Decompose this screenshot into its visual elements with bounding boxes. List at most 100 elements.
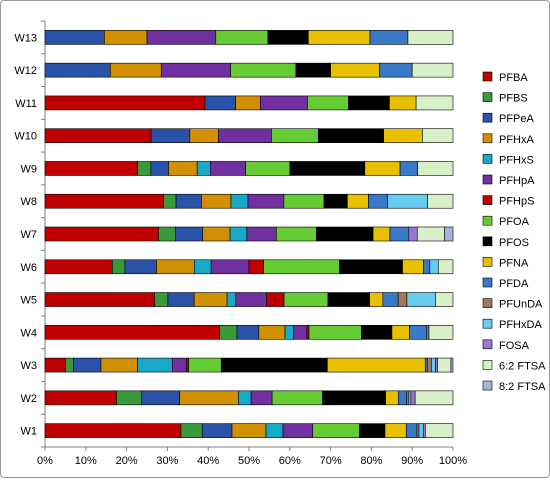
category-label: W10 xyxy=(14,131,37,143)
bar-segment xyxy=(406,292,436,307)
bar-segment xyxy=(402,259,424,275)
bar-segment xyxy=(44,390,117,406)
bar-segment xyxy=(171,357,187,373)
category-label: W12 xyxy=(14,65,37,77)
bar-segment xyxy=(265,423,284,438)
category-label: W11 xyxy=(15,98,37,110)
bar-segment xyxy=(427,193,454,209)
bar-segment xyxy=(410,390,416,406)
bar-segment xyxy=(437,259,454,275)
bar-segment xyxy=(417,161,454,176)
bar-segment xyxy=(189,128,219,143)
legend-label: PFUnDA xyxy=(499,299,543,311)
bar-segment xyxy=(196,161,211,176)
bar-segment xyxy=(263,259,340,275)
bar-segment xyxy=(229,226,248,242)
bar-segment xyxy=(44,128,152,143)
bar-segment xyxy=(44,226,159,242)
bar-segment xyxy=(137,357,173,373)
bar-segment xyxy=(330,62,380,78)
bar-segment xyxy=(323,193,348,209)
bar-segment xyxy=(425,423,454,438)
bar-segment xyxy=(116,390,143,406)
legend-swatch xyxy=(482,133,493,144)
bar-segment xyxy=(384,423,407,438)
bar-segment xyxy=(422,423,426,438)
bar-segment xyxy=(100,357,138,373)
x-tick-label: 50% xyxy=(238,455,260,467)
bar-segment xyxy=(418,423,424,438)
bar-segment xyxy=(327,357,426,373)
legend-swatch xyxy=(482,380,493,391)
bar-segment xyxy=(397,292,408,307)
bar-segment xyxy=(250,390,273,406)
bar-segment xyxy=(276,226,317,242)
bar-segment xyxy=(411,62,454,78)
bar-segment xyxy=(163,193,177,209)
bar-segment xyxy=(408,390,412,406)
bar-segment xyxy=(259,95,308,111)
x-tick-label: 80% xyxy=(360,455,382,467)
legend-label: PFOS xyxy=(499,237,529,249)
bar-segment xyxy=(428,325,454,340)
bar-segment xyxy=(137,161,152,176)
legend-swatch xyxy=(482,112,493,123)
bar-segment xyxy=(175,226,204,242)
bar-segment xyxy=(399,161,419,176)
bar-segment xyxy=(204,95,236,111)
bar-segment xyxy=(450,357,454,373)
bar-segment xyxy=(307,95,349,111)
bar-segment xyxy=(73,357,102,373)
legend-swatch xyxy=(482,174,493,185)
legend-label: PFBA xyxy=(499,72,528,84)
bar-segment xyxy=(312,423,360,438)
bar-segment xyxy=(437,357,452,373)
bar-segment xyxy=(235,95,261,111)
bar-segment xyxy=(210,161,246,176)
bar-segment xyxy=(194,259,212,275)
bar-segment xyxy=(416,226,445,242)
bar-segment xyxy=(339,259,403,275)
bar-segment xyxy=(293,325,308,340)
bar-segment xyxy=(236,325,260,340)
bar-segment xyxy=(414,390,454,406)
bar-segment xyxy=(230,62,297,78)
bar-segment xyxy=(201,423,233,438)
legend-swatch xyxy=(482,257,493,267)
category-label: W9 xyxy=(21,163,38,175)
legend-label: PFHxS xyxy=(499,154,534,166)
x-tick-label: 40% xyxy=(197,455,219,467)
legend-swatch xyxy=(482,154,493,164)
legend-swatch xyxy=(482,92,493,102)
bar-segment xyxy=(246,226,277,242)
bar-segment xyxy=(359,423,386,438)
bar-segment xyxy=(235,292,267,307)
bar-segment xyxy=(202,226,231,242)
legend-swatch xyxy=(482,71,493,82)
bar-segment xyxy=(218,128,272,143)
bar-segment xyxy=(271,390,323,406)
bar-segment xyxy=(180,423,203,438)
bar-segment xyxy=(347,193,369,209)
legend-label: FOSA xyxy=(499,340,530,352)
x-tick-label: 20% xyxy=(116,455,138,467)
bar-segment xyxy=(308,30,371,45)
bar-segment xyxy=(387,193,428,209)
bar-segment xyxy=(409,325,428,340)
bar-segment xyxy=(423,259,431,275)
bar-segment xyxy=(258,325,286,340)
x-tick-label: 0% xyxy=(37,455,53,467)
bar-segment xyxy=(266,292,285,307)
bar-segment xyxy=(245,161,291,176)
bar-segment xyxy=(201,193,232,209)
bar-segment xyxy=(361,325,393,340)
bar-segment xyxy=(44,161,138,176)
bar-segment xyxy=(146,30,217,45)
bar-segment xyxy=(160,62,231,78)
legend-swatch xyxy=(482,339,493,350)
bar-segment xyxy=(385,390,399,406)
bar-segment xyxy=(158,226,176,242)
bar-segment xyxy=(389,226,410,242)
